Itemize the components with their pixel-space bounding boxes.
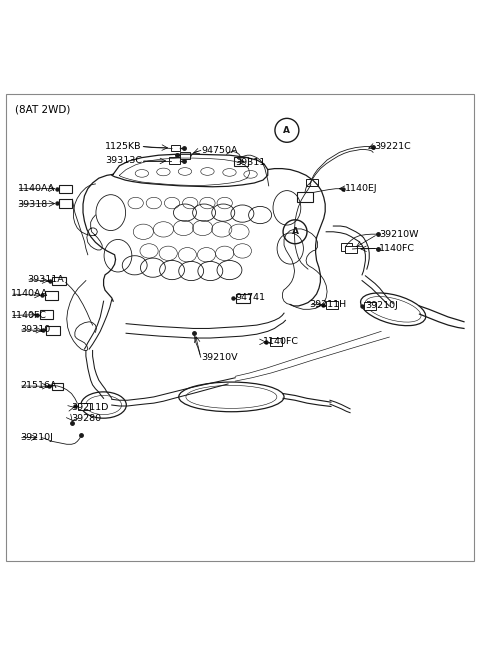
FancyBboxPatch shape [52,383,63,390]
FancyBboxPatch shape [298,191,313,202]
Text: 1140FC: 1140FC [263,337,299,346]
FancyBboxPatch shape [340,243,352,251]
FancyBboxPatch shape [59,199,72,208]
Text: 39211D: 39211D [72,403,109,413]
Text: 39313C: 39313C [105,157,142,166]
FancyBboxPatch shape [306,179,318,186]
Text: A: A [283,126,290,135]
FancyBboxPatch shape [180,152,190,159]
Text: 39310: 39310 [20,326,50,335]
Text: 94750A: 94750A [202,146,238,155]
Text: 1125KB: 1125KB [106,142,142,151]
Text: 39311A: 39311A [27,275,64,284]
FancyBboxPatch shape [52,277,66,286]
Text: (8AT 2WD): (8AT 2WD) [15,104,71,115]
Text: 1140FC: 1140FC [379,244,415,253]
Text: 39210J: 39210J [365,301,398,310]
FancyBboxPatch shape [234,157,248,166]
Text: 94741: 94741 [235,293,265,303]
Text: 39280: 39280 [72,414,102,423]
Text: 39318: 39318 [17,200,48,208]
Text: 1140FC: 1140FC [11,311,47,320]
Text: 39210J: 39210J [20,433,53,442]
Text: 39211H: 39211H [310,300,347,309]
Text: 21516A: 21516A [20,381,56,390]
FancyBboxPatch shape [40,310,53,319]
FancyBboxPatch shape [345,246,357,253]
FancyBboxPatch shape [46,326,60,335]
FancyBboxPatch shape [78,403,90,410]
Text: 39210V: 39210V [202,352,239,362]
FancyBboxPatch shape [59,185,72,193]
Text: 1140AA: 1140AA [17,184,55,193]
FancyBboxPatch shape [364,302,376,310]
Text: 1140AA: 1140AA [11,290,48,299]
FancyBboxPatch shape [270,338,282,346]
FancyBboxPatch shape [45,291,58,300]
Text: 39311: 39311 [235,158,265,167]
FancyBboxPatch shape [326,301,338,309]
FancyBboxPatch shape [169,157,180,164]
FancyBboxPatch shape [236,294,250,303]
Text: A: A [291,227,299,236]
Text: 39221C: 39221C [374,142,411,151]
Text: 1140EJ: 1140EJ [345,184,378,193]
FancyBboxPatch shape [170,145,180,151]
Text: 39210W: 39210W [379,230,418,238]
